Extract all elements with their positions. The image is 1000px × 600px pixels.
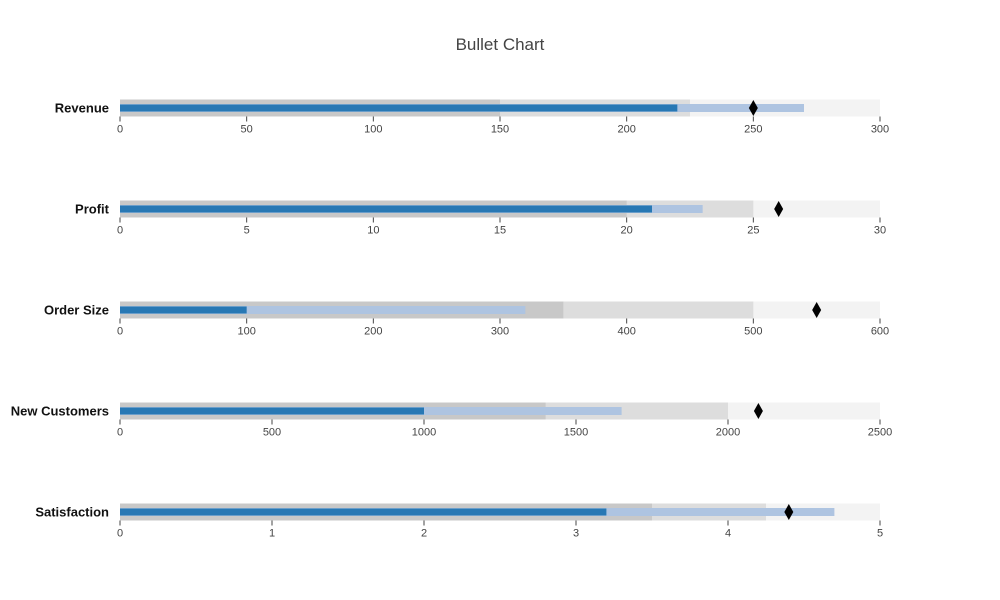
tick-label: 4 xyxy=(725,528,731,540)
tick-label: 5 xyxy=(244,225,250,237)
tick-label: 500 xyxy=(744,326,762,338)
row-label: New Customers xyxy=(11,404,109,419)
tick-label: 200 xyxy=(364,326,382,338)
tick-label: 3 xyxy=(573,528,579,540)
tick-label: 100 xyxy=(237,326,255,338)
tick-label: 2000 xyxy=(716,427,740,439)
tick-label: 10 xyxy=(367,225,379,237)
target-marker xyxy=(753,403,763,419)
tick-label: 300 xyxy=(871,124,889,136)
tick-label: 25 xyxy=(747,225,759,237)
measure-bar-actual xyxy=(120,306,247,314)
tick-label: 300 xyxy=(491,326,509,338)
tick-label: 400 xyxy=(617,326,635,338)
measure-bar-actual xyxy=(120,205,652,213)
tick-label: 15 xyxy=(494,225,506,237)
tick-label: 2500 xyxy=(868,427,892,439)
tick-label: 1500 xyxy=(564,427,588,439)
measure-bar-projected xyxy=(120,306,526,314)
tick-label: 0 xyxy=(117,326,123,338)
tick-label: 30 xyxy=(874,225,886,237)
bullet-row: Profit 0 5 10 15 20 25 30 xyxy=(75,200,886,237)
chart-title: Bullet Chart xyxy=(456,35,545,54)
tick-label: 0 xyxy=(117,528,123,540)
target-marker xyxy=(774,201,784,217)
row-label: Revenue xyxy=(55,101,109,116)
tick-label: 50 xyxy=(241,124,253,136)
tick-label: 600 xyxy=(871,326,889,338)
measure-bar-actual xyxy=(120,508,607,516)
row-label: Satisfaction xyxy=(35,505,109,520)
tick-label: 0 xyxy=(117,124,123,136)
tick-label: 1 xyxy=(269,528,275,540)
tick-label: 0 xyxy=(117,225,123,237)
row-label: Order Size xyxy=(44,303,109,318)
measure-bar-actual xyxy=(120,104,678,112)
tick-label: 20 xyxy=(621,225,633,237)
tick-label: 5 xyxy=(877,528,883,540)
target-marker xyxy=(748,100,758,116)
tick-label: 150 xyxy=(491,124,509,136)
bullet-row: Satisfaction 0 1 2 3 4 5 xyxy=(35,503,883,540)
bullet-row: Order Size 0 100 200 300 400 500 600 xyxy=(44,301,889,338)
row-label: Profit xyxy=(75,202,110,217)
target-marker xyxy=(812,302,822,318)
tick-label: 1000 xyxy=(412,427,436,439)
tick-label: 250 xyxy=(744,124,762,136)
tick-label: 200 xyxy=(617,124,635,136)
tick-label: 500 xyxy=(263,427,281,439)
target-marker xyxy=(784,504,794,520)
bullet-row: New Customers 0 500 1000 1500 2000 2500 xyxy=(11,402,892,439)
tick-label: 2 xyxy=(421,528,427,540)
bullet-row: Revenue 0 50 100 150 200 250 300 xyxy=(55,99,889,136)
tick-label: 0 xyxy=(117,427,123,439)
measure-bar-actual xyxy=(120,407,424,415)
tick-label: 100 xyxy=(364,124,382,136)
